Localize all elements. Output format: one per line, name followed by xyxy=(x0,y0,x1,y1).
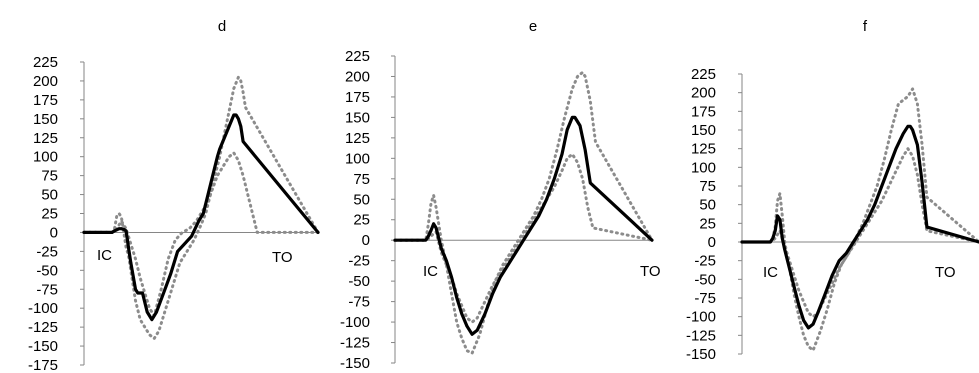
y-tick-label: 150 xyxy=(345,109,370,126)
y-tick-label: -125 xyxy=(28,319,58,336)
y-tick-label: -50 xyxy=(694,271,716,288)
y-tick-label: 175 xyxy=(345,89,370,106)
y-tick-label: 200 xyxy=(33,73,58,90)
y-tick-label: 125 xyxy=(345,130,370,147)
y-tick-label: 25 xyxy=(41,206,58,223)
y-tick-label: 75 xyxy=(41,168,58,185)
y-tick-label: 0 xyxy=(362,232,370,249)
sd-band-line xyxy=(82,151,320,318)
y-tick-label: 0 xyxy=(708,234,716,251)
y-tick-label: 50 xyxy=(699,197,716,214)
y-tick-label: 100 xyxy=(691,159,716,176)
sd-band-line xyxy=(393,152,654,324)
y-tick-label: -75 xyxy=(694,290,716,307)
y-tick-label: -150 xyxy=(340,355,370,372)
annotation-ic: IC xyxy=(763,264,778,281)
y-tick-label: 175 xyxy=(33,92,58,109)
y-tick-label: 200 xyxy=(691,85,716,102)
chart-panel-e: e 225 200 175 150 125 100 75 50 25 0 -25 -50 -75 -100 -… xyxy=(340,18,661,372)
y-tick-label: -100 xyxy=(28,300,58,317)
annotation-to: TO xyxy=(272,249,293,266)
annotation-to: TO xyxy=(935,264,956,281)
annotation-ic: IC xyxy=(423,263,438,280)
y-tick-label: -50 xyxy=(36,262,58,279)
y-tick-label: 175 xyxy=(691,103,716,120)
y-tick-label: -150 xyxy=(28,338,58,355)
annotation-ic: IC xyxy=(97,247,112,264)
y-tick-label: -25 xyxy=(694,253,716,270)
y-tick-label: 225 xyxy=(691,66,716,83)
mean-line xyxy=(393,115,654,336)
y-tick-label: 150 xyxy=(33,111,58,128)
y-tick-label: 125 xyxy=(691,141,716,158)
y-tick-label: -100 xyxy=(686,309,716,326)
sd-band-line xyxy=(740,87,979,352)
y-tick-label: 50 xyxy=(41,187,58,204)
y-tick-label: -75 xyxy=(36,281,58,298)
y-tick-label: -125 xyxy=(340,335,370,352)
chart-panel-f: f2252001751501251007550250-25-50-75-100-… xyxy=(686,18,979,363)
annotation-to: TO xyxy=(640,263,661,280)
y-tick-label: -50 xyxy=(348,273,370,290)
y-tick-label: -25 xyxy=(36,243,58,260)
sd-band-line xyxy=(82,75,320,340)
y-tick-label: 200 xyxy=(345,68,370,85)
y-tick-label: -25 xyxy=(348,253,370,270)
y-tick-label: 225 xyxy=(345,48,370,65)
sd-band-line xyxy=(740,147,979,319)
y-tick-label: 225 xyxy=(33,54,58,71)
y-tick-label: 100 xyxy=(33,149,58,166)
chart-panel-d: d 225 200 175 150 125 100 75 50 250 -25 -50 -75 -100 -… xyxy=(28,18,320,373)
y-tick-label: 100 xyxy=(345,150,370,167)
y-tick-label: 75 xyxy=(353,171,370,188)
y-tick-label: -125 xyxy=(686,327,716,344)
mean-line xyxy=(82,113,320,322)
sd-band-line xyxy=(393,70,654,355)
y-tick-label: -100 xyxy=(340,314,370,331)
y-tick-label: 75 xyxy=(699,178,716,195)
y-tick-label: 25 xyxy=(699,215,716,232)
chart-title: d xyxy=(218,18,226,35)
y-tick-label: 25 xyxy=(353,212,370,229)
y-tick-label: -175 xyxy=(28,357,58,373)
y-tick-label: 50 xyxy=(353,191,370,208)
y-tick-label: 125 xyxy=(33,130,58,147)
y-tick-label: -75 xyxy=(348,294,370,311)
y-tick-label: -150 xyxy=(686,346,716,363)
y-tick-label: 0 xyxy=(50,224,58,241)
y-tick-label: 150 xyxy=(691,122,716,139)
chart-title: f xyxy=(863,18,868,35)
chart-title: e xyxy=(529,18,537,35)
mean-line xyxy=(740,124,979,330)
